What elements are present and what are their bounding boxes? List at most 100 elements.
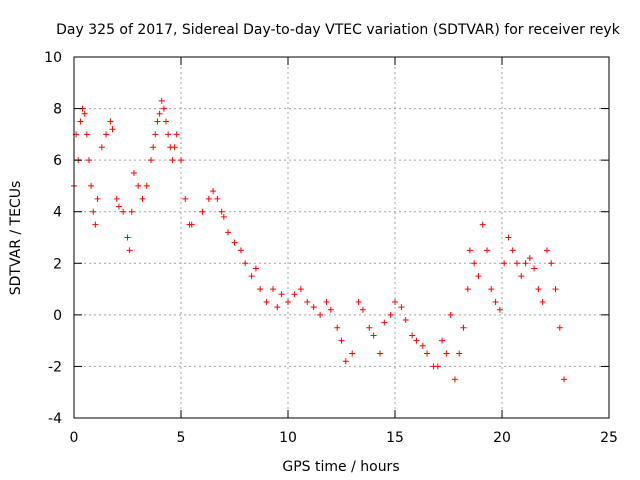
- data-point: [377, 350, 384, 357]
- data-point: [342, 358, 349, 365]
- data-point: [199, 208, 206, 215]
- data-point: [392, 298, 398, 305]
- data-point: [543, 247, 550, 254]
- data-point: [150, 144, 157, 151]
- data-point: [505, 234, 512, 241]
- data-point: [163, 118, 170, 125]
- data-point: [126, 247, 133, 254]
- data-point: [297, 286, 304, 293]
- data-point: [447, 311, 454, 318]
- data-point: [531, 265, 538, 272]
- data-point: [451, 376, 458, 383]
- data-point: [85, 157, 92, 164]
- data-point: [359, 306, 366, 313]
- data-point: [409, 332, 416, 339]
- data-point: [160, 105, 167, 112]
- data-point: [98, 144, 105, 151]
- data-point: [518, 273, 525, 280]
- data-point: [434, 363, 441, 370]
- y-tick-label: 2: [53, 256, 62, 272]
- y-tick-label: 0: [53, 308, 62, 324]
- data-point: [237, 247, 244, 254]
- data-point: [81, 110, 88, 117]
- data-point: [214, 195, 221, 202]
- data-point: [471, 260, 478, 267]
- data-point: [475, 273, 482, 280]
- data-point: [182, 195, 189, 202]
- data-point: [130, 170, 137, 177]
- data-point: [513, 260, 520, 267]
- data-point: [148, 157, 155, 164]
- data-point: [552, 286, 559, 293]
- data-point: [92, 221, 99, 228]
- data-point: [370, 332, 377, 339]
- x-axis-label: GPS time / hours: [282, 459, 399, 475]
- y-axis-label: SDTVAR / TECUs: [8, 181, 24, 296]
- data-point: [548, 260, 555, 267]
- data-point: [419, 342, 426, 349]
- data-point: [496, 306, 503, 313]
- data-point: [257, 286, 264, 293]
- x-tick-label: 10: [279, 430, 297, 446]
- data-point: [466, 247, 473, 254]
- data-point: [522, 260, 529, 267]
- y-tick-label: 6: [53, 153, 62, 169]
- data-point: [120, 208, 127, 215]
- data-point: [304, 298, 311, 305]
- data-point: [398, 304, 405, 311]
- data-point: [128, 208, 135, 215]
- data-point: [556, 324, 563, 331]
- data-point: [88, 182, 95, 189]
- data-point: [355, 298, 362, 305]
- data-point: [488, 286, 495, 293]
- data-point: [231, 239, 238, 246]
- data-point: [501, 260, 508, 267]
- data-point: [83, 131, 90, 138]
- data-point: [526, 255, 533, 262]
- y-tick-label: 10: [44, 50, 62, 66]
- data-point: [278, 291, 285, 298]
- data-point: [156, 110, 163, 117]
- data-point: [220, 213, 227, 220]
- data-point: [158, 97, 165, 104]
- y-tick-label: 4: [53, 205, 62, 221]
- y-tick-label: -4: [48, 411, 62, 427]
- data-point: [274, 304, 281, 311]
- data-point: [152, 131, 159, 138]
- data-point: [107, 118, 114, 125]
- data-point: [323, 298, 330, 305]
- data-point: [171, 144, 178, 151]
- data-point: [205, 195, 212, 202]
- data-point: [492, 298, 499, 305]
- chart-title: Day 325 of 2017, Sidereal Day-to-day VTE…: [56, 22, 621, 38]
- data-point: [424, 350, 431, 357]
- data-point: [310, 304, 317, 311]
- data-point: [113, 195, 120, 202]
- data-point: [285, 298, 291, 305]
- data-point: [535, 286, 542, 293]
- data-point: [509, 247, 516, 254]
- axis-ticks: 0 5 10 15 20 25 -4 -2 0 2 4 6 8 10: [44, 50, 618, 446]
- grid-lines: [74, 57, 609, 418]
- data-point: [242, 260, 249, 267]
- data-point: [413, 337, 420, 344]
- x-tick-label: 0: [70, 430, 79, 446]
- data-point: [135, 182, 142, 189]
- data-points: [71, 97, 568, 383]
- data-point: [381, 319, 388, 326]
- data-point: [479, 221, 486, 228]
- data-point: [173, 131, 180, 138]
- data-point: [154, 118, 161, 125]
- data-point: [338, 337, 345, 344]
- data-point: [334, 324, 341, 331]
- data-point: [248, 273, 255, 280]
- data-point: [443, 350, 450, 357]
- x-tick-label: 5: [177, 430, 186, 446]
- data-point: [169, 157, 176, 164]
- data-point: [94, 195, 101, 202]
- data-point: [317, 311, 324, 318]
- data-point: [539, 298, 546, 305]
- data-point: [165, 131, 172, 138]
- data-point: [210, 188, 217, 195]
